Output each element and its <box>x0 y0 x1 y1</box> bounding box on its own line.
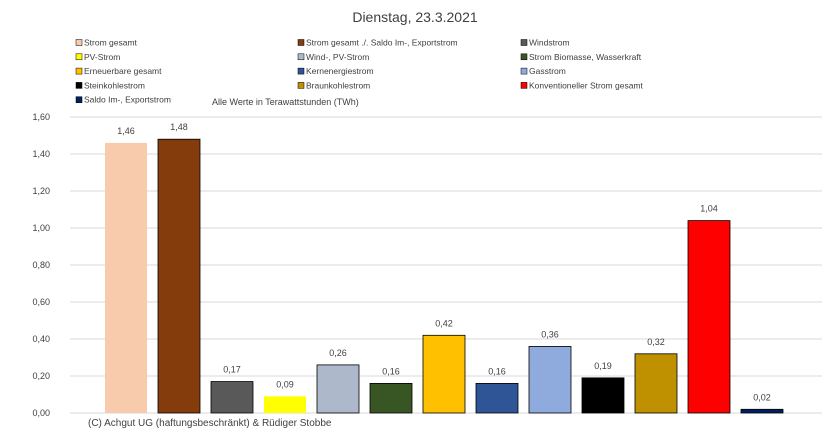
data-label: 0,16 <box>488 366 506 376</box>
bar-10 <box>581 377 625 414</box>
legend-item-label: Erneuerbare gesamt <box>84 66 162 76</box>
legend-item-label: Strom gesamt ./. Saldo Im-, Exportstrom <box>306 38 458 48</box>
bar-layer <box>105 138 784 414</box>
legend-item-label: Konventioneller Strom gesamt <box>529 80 644 90</box>
y-tick-label: 1,40 <box>32 149 50 159</box>
legend-swatch <box>520 39 528 46</box>
bar-7 <box>422 334 466 414</box>
legend-swatch <box>297 53 305 61</box>
bar-4 <box>264 396 306 413</box>
bar-3 <box>210 381 254 414</box>
y-tick-label: 0,40 <box>32 334 50 344</box>
copyright-credit: (C) Achgut UG (haftungsbeschränkt) & Rüd… <box>88 418 332 429</box>
data-label: 0,09 <box>276 379 294 389</box>
data-labels: 1,46 1,48 0,17 0,09 0,26 0,16 0,42 0,16 0,36 0,19… <box>117 122 771 402</box>
legend-swatch <box>297 67 305 75</box>
unit-note: Alle Werte in Terawattstunden (TWh) <box>212 97 359 107</box>
bar-6 <box>369 382 413 414</box>
legend-item-label: Wind-, PV-Strom <box>306 52 369 62</box>
bar-2 <box>157 138 201 414</box>
y-tick-label: 1,60 <box>32 112 50 122</box>
y-axis-ticks: 0,00 0,20 0,40 0,60 0,80 1,00 1,20 1,40 1,60 <box>32 112 50 418</box>
data-label: 1,48 <box>170 122 188 132</box>
legend-item-label: Gasstrom <box>529 66 566 76</box>
chart-title: Dienstag, 23.3.2021 <box>352 9 478 25</box>
y-tick-label: 0,20 <box>32 371 50 381</box>
data-label: 0,19 <box>594 361 612 371</box>
bar-8 <box>475 382 519 414</box>
legend-item-label: Saldo Im-, Exportstrom <box>84 95 171 105</box>
data-label: 0,17 <box>223 365 241 375</box>
bar-9 <box>528 345 572 414</box>
legend-item-label: Braunkohlestrom <box>306 80 370 90</box>
data-label: 0,36 <box>541 329 559 339</box>
legend-item-label: Kernenergiestrom <box>306 66 374 76</box>
legend-swatch <box>297 82 305 89</box>
legend-item-label: Strom Biomasse, Wasserkraft <box>529 52 642 62</box>
y-tick-label: 0,00 <box>32 408 50 418</box>
y-tick-label: 0,80 <box>32 260 50 270</box>
bar-11 <box>634 353 678 414</box>
y-tick-label: 1,20 <box>32 186 50 196</box>
legend-swatch <box>75 82 83 89</box>
bar-12 <box>687 220 731 414</box>
legend-item-label: Strom gesamt <box>84 38 138 48</box>
y-tick-label: 0,60 <box>32 297 50 307</box>
bar-1 <box>105 142 147 413</box>
legend-swatch <box>297 39 305 46</box>
legend-swatch <box>75 39 83 46</box>
data-label: 0,16 <box>382 366 400 376</box>
legend-item-label: Steinkohlestrom <box>84 80 145 90</box>
legend-item-label: PV-Strom <box>84 52 120 62</box>
legend-swatch <box>75 96 83 103</box>
data-label: 0,26 <box>329 348 347 358</box>
bar-5 <box>316 364 360 414</box>
data-label: 0,42 <box>435 318 453 328</box>
legend-swatch <box>520 53 528 61</box>
legend-swatch <box>75 67 83 75</box>
legend: Strom gesamt Strom gesamt ./. Saldo Im-, … <box>75 38 644 105</box>
legend-item-label: Windstrom <box>529 38 570 48</box>
data-label: 0,02 <box>753 392 771 402</box>
legend-swatch <box>75 53 83 61</box>
legend-swatch <box>520 82 528 89</box>
data-label: 0,32 <box>647 337 665 347</box>
data-label: 1,04 <box>700 204 718 214</box>
bar-13 <box>740 408 784 414</box>
legend-swatch <box>520 67 528 75</box>
data-label: 1,46 <box>117 126 135 136</box>
y-tick-label: 1,00 <box>32 223 50 233</box>
